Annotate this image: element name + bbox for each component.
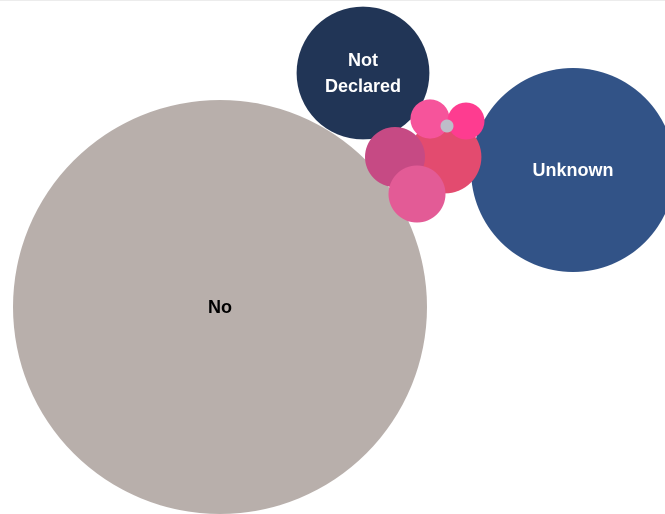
bubble-segment-7 — [410, 99, 450, 139]
bubble-mark — [447, 102, 485, 140]
bubble-no: No — [13, 100, 427, 514]
bubble-segment-9 — [440, 119, 454, 133]
top-divider — [0, 0, 665, 1]
bubble-mark — [410, 99, 450, 139]
bubble-mark — [440, 119, 454, 133]
bubble-label: No — [208, 297, 232, 317]
bubble-unknown: Unknown — [471, 68, 665, 272]
bubble-label: Not — [348, 50, 378, 70]
bubble-label: Unknown — [533, 160, 614, 180]
bubble-label: Declared — [325, 76, 401, 96]
bubble-mark — [13, 100, 427, 514]
bubble-segment-8 — [447, 102, 485, 140]
bubble-mark — [388, 165, 446, 223]
bubble-segment-6 — [388, 165, 446, 223]
bubble-not-declared: Not Declared — [296, 6, 430, 140]
bubble-mark — [471, 68, 665, 272]
bubble-mark — [296, 6, 430, 140]
